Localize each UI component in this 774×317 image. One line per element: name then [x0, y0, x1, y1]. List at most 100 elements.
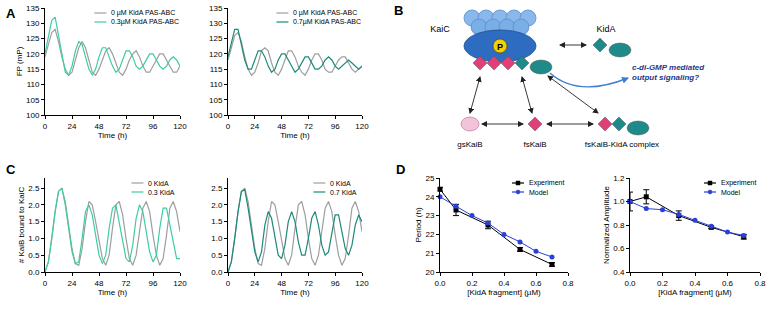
svg-text:72: 72 [304, 122, 313, 131]
svg-text:Model: Model [529, 189, 549, 196]
svg-text:120: 120 [173, 279, 187, 288]
svg-text:48: 48 [95, 122, 104, 131]
svg-text:2.5: 2.5 [28, 184, 40, 193]
svg-text:0: 0 [226, 279, 231, 288]
svg-text:48: 48 [277, 122, 286, 131]
svg-text:120: 120 [355, 122, 369, 131]
svg-text:1.2: 1.2 [613, 174, 625, 183]
svg-text:0.0: 0.0 [434, 279, 446, 288]
svg-text:KidA: KidA [596, 24, 615, 34]
svg-text:23: 23 [425, 211, 434, 220]
svg-text:0 KidA: 0 KidA [330, 180, 351, 187]
svg-text:Model: Model [721, 189, 741, 196]
svg-text:2.5: 2.5 [211, 184, 223, 193]
svg-text:D: D [396, 162, 405, 177]
svg-text:115: 115 [27, 65, 40, 74]
svg-text:48: 48 [95, 279, 104, 288]
svg-text:24: 24 [425, 193, 434, 202]
svg-text:24: 24 [250, 279, 259, 288]
svg-text:B: B [394, 3, 403, 18]
svg-text:135: 135 [26, 4, 40, 13]
svg-text:105: 105 [26, 96, 40, 105]
svg-text:Time (h): Time (h) [98, 131, 128, 140]
svg-text:0.0: 0.0 [211, 268, 223, 277]
svg-text:22: 22 [425, 230, 434, 239]
svg-text:0.8: 0.8 [613, 221, 625, 230]
svg-text:72: 72 [122, 279, 131, 288]
svg-text:0.4: 0.4 [689, 279, 701, 288]
svg-text:0.7 KidA: 0.7 KidA [330, 189, 357, 196]
svg-text:Time (h): Time (h) [280, 288, 310, 297]
svg-text:Time (h): Time (h) [98, 288, 128, 297]
svg-text:Time (h): Time (h) [280, 131, 310, 140]
svg-text:24: 24 [250, 122, 259, 131]
svg-text:120: 120 [26, 50, 40, 59]
svg-text:110: 110 [27, 80, 40, 89]
svg-text:0.3µM KidA PAS-ABC: 0.3µM KidA PAS-ABC [111, 18, 179, 26]
svg-text:fsKaiB: fsKaiB [523, 140, 546, 149]
svg-text:1.0: 1.0 [613, 197, 625, 206]
svg-text:96: 96 [149, 122, 158, 131]
svg-text:fsKaiB-KidA complex: fsKaiB-KidA complex [585, 140, 659, 149]
svg-text:25: 25 [425, 174, 434, 183]
svg-text:120: 120 [173, 122, 187, 131]
svg-text:130: 130 [209, 19, 223, 28]
svg-text:0.2: 0.2 [657, 279, 669, 288]
svg-text:24: 24 [68, 279, 77, 288]
svg-text:72: 72 [304, 279, 313, 288]
svg-text:Experiment: Experiment [529, 179, 564, 187]
svg-text:24: 24 [68, 122, 77, 131]
svg-text:96: 96 [331, 279, 340, 288]
svg-text:135: 135 [209, 4, 223, 13]
svg-text:Period (h): Period (h) [414, 207, 423, 242]
svg-text:0 µM KidA PAS-ABC: 0 µM KidA PAS-ABC [111, 9, 175, 17]
svg-text:120: 120 [355, 279, 369, 288]
svg-text:0.0: 0.0 [624, 279, 636, 288]
svg-text:1.0: 1.0 [211, 234, 223, 243]
svg-text:0.5: 0.5 [28, 251, 40, 260]
svg-text:1.0: 1.0 [28, 234, 40, 243]
svg-text:115: 115 [210, 65, 223, 74]
svg-text:1.5: 1.5 [211, 217, 223, 226]
svg-text:0 µM KidA PAS-ABC: 0 µM KidA PAS-ABC [293, 9, 357, 17]
svg-text:0.8: 0.8 [562, 279, 574, 288]
svg-text:2.0: 2.0 [28, 201, 40, 210]
svg-text:0: 0 [226, 122, 231, 131]
svg-text:0.2: 0.2 [466, 279, 478, 288]
svg-text:0: 0 [43, 122, 48, 131]
svg-text:105: 105 [209, 96, 223, 105]
svg-text:48: 48 [277, 279, 286, 288]
svg-text:0: 0 [43, 279, 48, 288]
svg-text:20: 20 [425, 268, 434, 277]
svg-text:0.6: 0.6 [722, 279, 734, 288]
svg-text:0.7µM KidA PAS-ABC: 0.7µM KidA PAS-ABC [293, 18, 361, 26]
svg-text:110: 110 [210, 80, 223, 89]
svg-text:0.8: 0.8 [754, 279, 766, 288]
svg-text:FP (mP): FP (mP) [15, 46, 24, 76]
svg-text:2.0: 2.0 [211, 201, 223, 210]
svg-text:21: 21 [425, 249, 434, 258]
svg-text:Experiment: Experiment [721, 179, 756, 187]
svg-text:130: 130 [26, 19, 40, 28]
svg-text:100: 100 [26, 111, 40, 120]
svg-text:c-di-GMP mediated: c-di-GMP mediated [632, 63, 705, 72]
svg-text:96: 96 [149, 279, 158, 288]
svg-text:0.6: 0.6 [530, 279, 542, 288]
svg-text:C: C [6, 162, 16, 177]
svg-text:96: 96 [331, 122, 340, 131]
svg-text:# KaiB bound to KaiC: # KaiB bound to KaiC [17, 187, 26, 264]
svg-text:125: 125 [209, 34, 223, 43]
svg-text:0 KidA: 0 KidA [148, 180, 169, 187]
svg-text:0.5: 0.5 [211, 251, 223, 260]
svg-text:P: P [497, 42, 503, 52]
svg-text:gsKaiB: gsKaiB [457, 140, 482, 149]
svg-text:0.0: 0.0 [28, 268, 40, 277]
svg-text:A: A [6, 6, 16, 21]
svg-text:125: 125 [26, 34, 40, 43]
svg-text:output signaling?: output signaling? [632, 73, 699, 82]
svg-text:0.6: 0.6 [613, 244, 625, 253]
svg-text:0.3 KidA: 0.3 KidA [148, 189, 175, 196]
svg-text:0.4: 0.4 [498, 279, 510, 288]
svg-text:[KidA fragment] (µM): [KidA fragment] (µM) [658, 288, 732, 297]
svg-text:120: 120 [209, 50, 223, 59]
